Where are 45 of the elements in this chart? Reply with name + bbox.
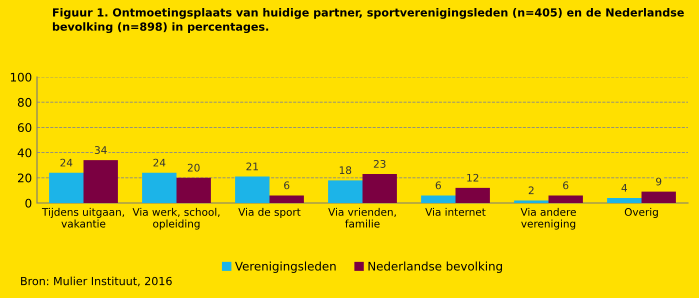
x-tick-label: Via werk, school, opleiding (132, 208, 220, 230)
legend-label: Verenigingsleden (235, 262, 336, 273)
bar (84, 160, 118, 203)
x-tick-label: Overig (624, 208, 658, 218)
data-label: 23 (374, 160, 386, 168)
x-tick-label: Tijdens uitgaan, vakantie (42, 208, 124, 228)
data-label: 34 (94, 146, 107, 154)
x-tick-label: Via andere vereniging (520, 208, 576, 230)
y-tick-label: 100 (10, 72, 32, 82)
bar (548, 195, 583, 203)
bar (642, 192, 676, 203)
data-label: 6 (284, 181, 290, 190)
x-tick-label: Via internet (425, 208, 486, 216)
bar (421, 195, 456, 203)
data-label: 4 (621, 184, 628, 192)
bar (142, 172, 176, 203)
chart-title: Figuur 1. Ontmoetingsplaats van huidige partner, sportverenigingsleden (n=405) en de Nederlandse bevolking (n=898) in percentages. (52, 8, 684, 34)
bar (456, 188, 490, 203)
bar (607, 198, 642, 203)
y-tick-label: 60 (18, 123, 32, 132)
data-label: 24 (60, 158, 72, 166)
bar (270, 195, 304, 203)
y-tick-label: 20 (18, 174, 32, 182)
data-label: 18 (340, 166, 352, 174)
data-label: 6 (436, 181, 441, 190)
data-label: 21 (246, 162, 258, 170)
data-label: 20 (188, 164, 200, 172)
data-label: 6 (563, 181, 568, 190)
data-label: 24 (153, 158, 166, 166)
x-tick-label: Via de sport (238, 208, 301, 218)
bar (362, 174, 397, 203)
data-label: 12 (467, 174, 478, 182)
bar (176, 178, 211, 203)
bar (328, 180, 362, 203)
bar (235, 176, 270, 203)
y-tick-label: 80 (18, 98, 32, 107)
bar (49, 172, 84, 203)
x-tick-label: Via vrienden, familie (328, 208, 396, 228)
text: Bron: Mulier Instituut, 2016 (21, 276, 172, 286)
y-tick-label: 40 (18, 148, 32, 158)
legend-label: Nederlandse bevolking (368, 262, 502, 273)
data-label: 9 (656, 178, 662, 186)
bar (514, 200, 548, 203)
data-label: 2 (528, 186, 534, 194)
y-tick-label: 0 (25, 198, 32, 208)
